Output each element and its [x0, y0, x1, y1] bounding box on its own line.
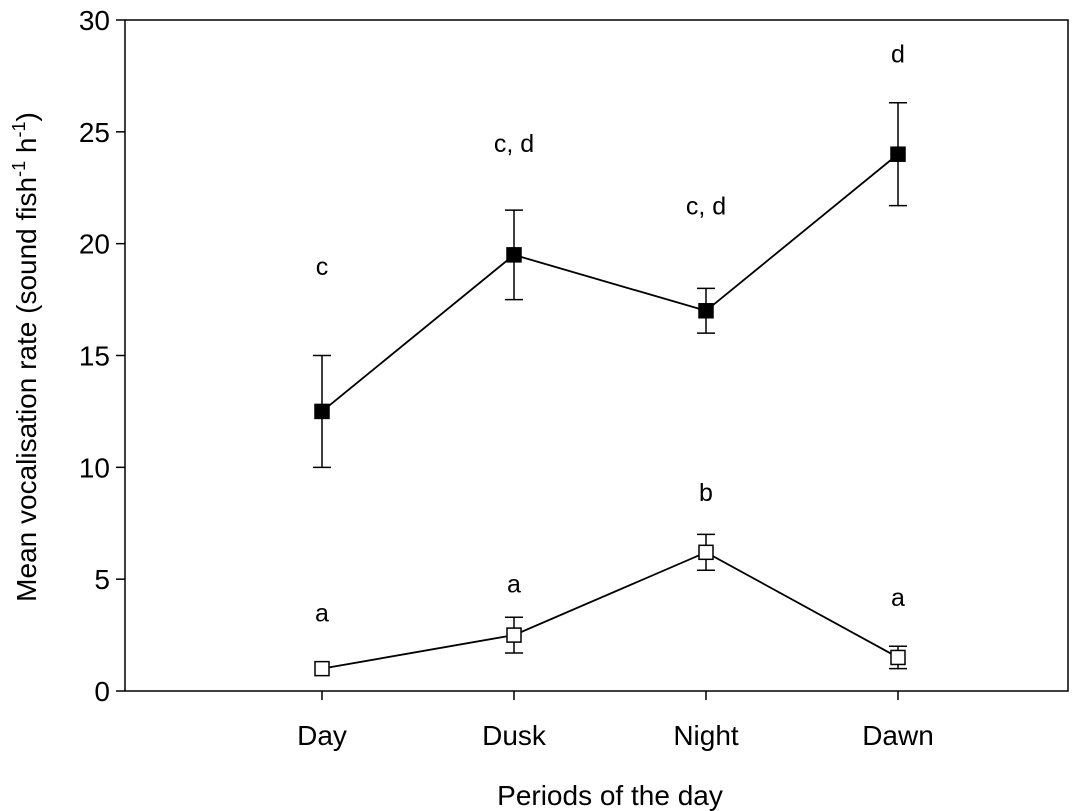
- significance-letter: a: [891, 584, 905, 612]
- y-tick-label: 10: [79, 452, 110, 483]
- annotations: c c, d c, d d a a b a: [315, 41, 905, 628]
- significance-letter: d: [891, 41, 905, 69]
- series-line: [321, 153, 899, 413]
- x-tick-label: Day: [297, 720, 347, 751]
- y-tick-label: 5: [94, 564, 110, 595]
- x-tick-label: Dawn: [862, 720, 934, 751]
- y-tick-label: 30: [79, 5, 110, 36]
- data-point: [890, 146, 906, 162]
- plot-frame: [124, 19, 1069, 692]
- data-point: [698, 544, 714, 561]
- data-point: [890, 649, 906, 666]
- series-line: [321, 551, 899, 670]
- y-tick-label: 20: [79, 229, 110, 260]
- y-tick-label: 0: [94, 676, 110, 707]
- significance-letter: a: [507, 571, 521, 599]
- data-point: [506, 247, 522, 263]
- significance-letter: c: [316, 253, 329, 281]
- y-axis-title-end: ): [11, 112, 42, 121]
- data-point: [314, 660, 330, 677]
- y-axis-title-sup2: -1: [9, 122, 29, 138]
- y-tick-label: 15: [79, 341, 110, 372]
- series-2: [314, 533, 907, 677]
- y-tick-label: 25: [79, 117, 110, 148]
- y-axis-title: Mean vocalisation rate (sound fish-1 h-1…: [9, 112, 42, 602]
- significance-letter: b: [699, 479, 713, 507]
- significance-letter: c, d: [686, 193, 726, 221]
- significance-letter: a: [315, 600, 329, 628]
- series-layer: [313, 102, 907, 677]
- y-axis-title-sup1: -1: [9, 161, 29, 177]
- y-axis-title-main: Mean vocalisation rate (sound fish: [11, 177, 42, 602]
- data-point: [698, 303, 714, 319]
- y-axis-title-mid: h: [11, 138, 42, 161]
- data-point: [506, 627, 522, 643]
- data-point: [314, 403, 330, 420]
- x-axis-title: Periods of the day: [497, 780, 723, 811]
- x-tick-label: Night: [673, 720, 739, 751]
- x-tick-label: Dusk: [482, 720, 547, 751]
- series-1: [313, 102, 907, 469]
- axes: 0 5 10 15 20 25 30 Day Dusk Night Dawn: [79, 5, 1069, 751]
- significance-letter: c, d: [494, 130, 534, 158]
